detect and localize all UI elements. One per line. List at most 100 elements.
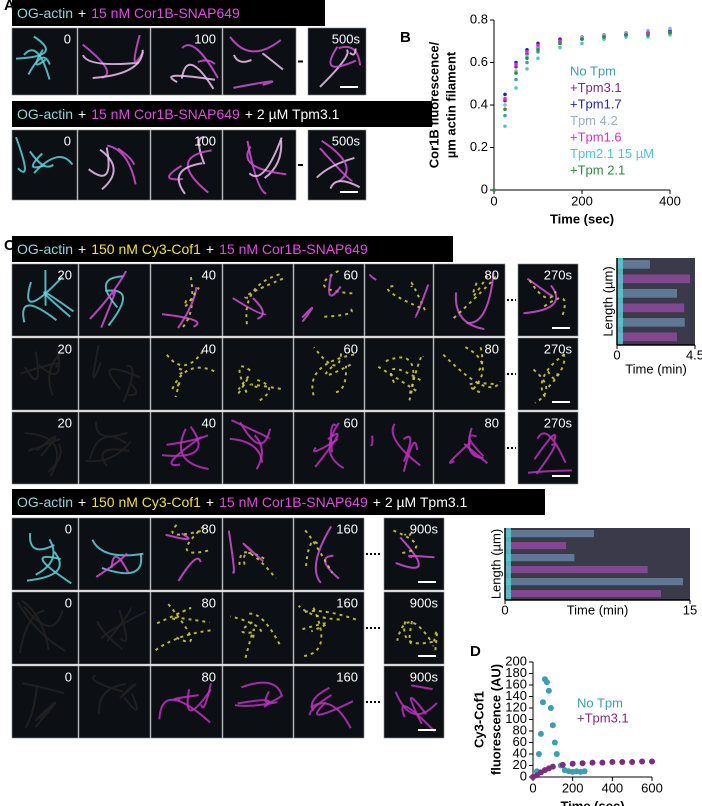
filament	[240, 681, 283, 696]
filament	[27, 276, 64, 303]
filament	[242, 552, 267, 565]
kymograph-band	[505, 554, 575, 562]
x-axis-label: Time (sec)	[550, 211, 614, 226]
y-axis-label: µm actin filament	[443, 51, 458, 158]
filament	[468, 427, 484, 459]
filament	[395, 536, 420, 569]
micrograph	[78, 337, 151, 411]
filament	[233, 80, 274, 89]
micrograph	[78, 665, 151, 739]
filament	[335, 365, 348, 394]
frame-time: 270s	[544, 341, 573, 356]
filament	[229, 437, 264, 463]
filament	[180, 276, 194, 330]
legend-entry: +Tpm 2.1	[570, 162, 625, 177]
y-tick-label: 0	[520, 768, 527, 783]
y-tick-label: 160	[505, 676, 527, 691]
data-point	[549, 722, 556, 729]
data-point	[579, 760, 586, 767]
filament	[229, 36, 282, 53]
data-point	[536, 43, 540, 48]
filament	[35, 538, 55, 576]
header-segment: OG-actin	[17, 5, 73, 21]
legend-entry: +Tpm3.1	[577, 710, 629, 725]
filament	[255, 378, 270, 402]
x-tick-label: 0	[529, 780, 536, 795]
filament	[249, 383, 282, 390]
filament	[21, 599, 50, 651]
filament	[23, 49, 51, 80]
filament	[158, 698, 211, 724]
data-point	[547, 705, 554, 711]
data-point	[503, 124, 507, 129]
filament	[166, 434, 209, 446]
filament	[329, 46, 357, 68]
y-tick-label: 180	[505, 665, 527, 680]
data-point	[649, 758, 655, 765]
filament	[408, 354, 425, 394]
y-tick-label: 20	[513, 757, 527, 772]
header-segment: +	[78, 106, 86, 122]
x-tick-label: 600	[641, 780, 663, 795]
micrograph	[383, 591, 445, 665]
filament	[123, 693, 138, 712]
filament	[92, 674, 124, 693]
data-point	[580, 41, 584, 46]
filament	[22, 682, 65, 695]
data-point	[569, 760, 576, 767]
header-segment: 15 nM Cor1B-SNAP649	[219, 241, 368, 257]
filament	[161, 313, 199, 328]
kymograph-band	[617, 318, 685, 327]
frame-time: 40	[202, 415, 216, 430]
data-point	[545, 687, 552, 694]
kymograph-tick-label: 0	[501, 602, 508, 617]
frame-time: 160	[336, 521, 358, 536]
header-segment: +	[206, 241, 214, 257]
y-tick-label: 140	[505, 688, 527, 703]
header-segment: +	[78, 494, 86, 510]
filament	[389, 367, 425, 384]
micrograph	[150, 263, 223, 337]
header-segment: OG-actin	[17, 241, 73, 257]
filament	[92, 344, 102, 379]
data-point	[558, 41, 562, 46]
filament	[117, 147, 136, 166]
filament	[48, 344, 73, 396]
header-bar	[12, 236, 453, 262]
kymograph-band	[617, 260, 650, 269]
data-point	[619, 759, 626, 766]
y-tick-label: 40	[513, 745, 527, 760]
filament	[532, 368, 548, 404]
data-point	[514, 62, 518, 67]
header-bar	[12, 489, 545, 515]
filament	[468, 382, 494, 395]
y-tick-label: 200	[505, 653, 527, 668]
filament	[545, 353, 566, 390]
filament	[22, 304, 58, 323]
filament	[174, 380, 181, 398]
filament	[315, 700, 354, 716]
filament	[43, 291, 75, 318]
data-point	[503, 103, 507, 107]
kymograph-band	[617, 274, 690, 284]
kymograph-tick-label: 15	[683, 602, 697, 617]
filament	[170, 616, 210, 624]
data-point	[629, 759, 636, 766]
filament	[177, 557, 202, 582]
filament	[304, 529, 333, 574]
header-bar	[12, 0, 325, 26]
data-point	[514, 86, 518, 90]
micrograph	[293, 591, 365, 665]
kymograph-y-label: Length (µm)	[600, 266, 615, 336]
data-point	[599, 759, 606, 766]
filament	[177, 286, 198, 329]
data-point	[639, 758, 646, 765]
frame-time: 20	[58, 415, 72, 430]
data-point	[525, 56, 529, 61]
filament	[95, 421, 128, 438]
filament	[155, 629, 213, 651]
header-segment: 150 nM Cy3-Cof1	[91, 241, 201, 257]
filament	[316, 156, 355, 179]
filament	[100, 610, 147, 640]
x-axis-label: Time (sec)	[560, 798, 624, 806]
